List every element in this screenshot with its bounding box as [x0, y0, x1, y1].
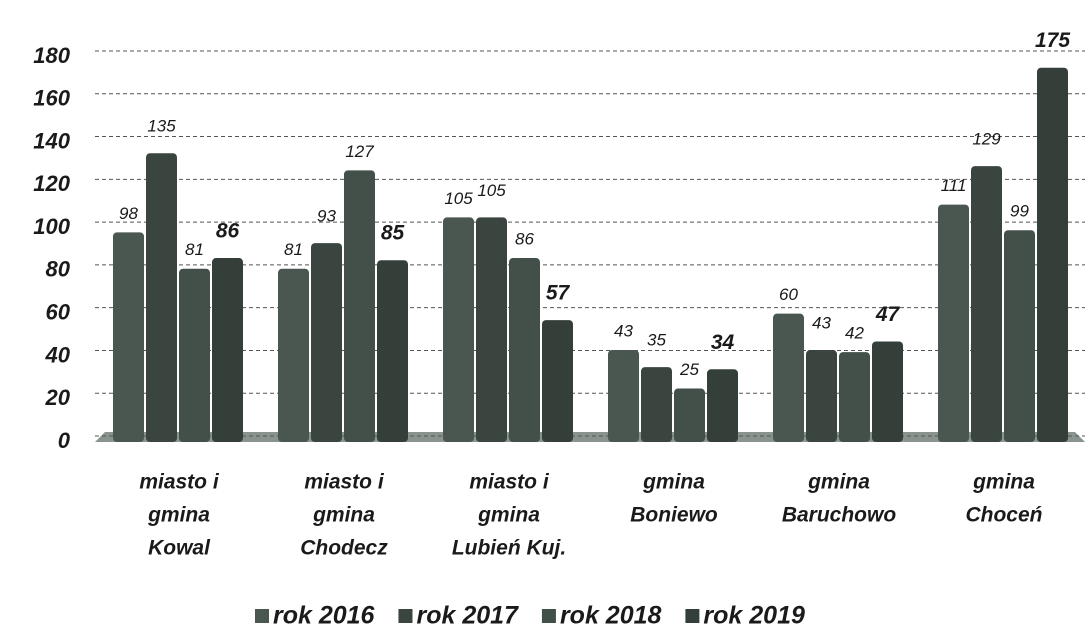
x-tick-label: gmina [807, 471, 870, 494]
x-tick-label: gmina [972, 471, 1035, 494]
bar [641, 367, 672, 442]
data-label: 25 [679, 360, 699, 379]
bar [872, 341, 903, 442]
y-tick-label: 20 [45, 385, 71, 410]
legend-swatch [255, 609, 269, 623]
legend-label: rok 2019 [703, 602, 805, 630]
legend-label: rok 2018 [560, 602, 662, 630]
x-tick-label: Kowal [148, 537, 211, 560]
bar [476, 217, 507, 442]
data-label: 81 [185, 240, 204, 259]
y-tick-label: 140 [33, 128, 70, 153]
bar [377, 260, 408, 442]
floor [95, 432, 1085, 442]
x-tick-label: gmina [312, 504, 375, 527]
data-label: 85 [381, 222, 405, 245]
bar [707, 369, 738, 442]
data-label: 105 [444, 189, 473, 208]
y-tick-label: 80 [46, 257, 71, 282]
x-tick-label: gmina [477, 504, 540, 527]
y-tick-label: 40 [45, 342, 71, 367]
bar [971, 166, 1002, 443]
data-label: 175 [1035, 29, 1070, 52]
data-label: 127 [345, 142, 374, 161]
bar [146, 153, 177, 442]
x-tick-label: miasto i [469, 471, 550, 494]
bar [938, 204, 969, 442]
bar [608, 350, 639, 442]
y-tick-label: 120 [33, 171, 70, 196]
bar [839, 352, 870, 442]
data-label: 99 [1010, 202, 1029, 221]
y-tick-label: 0 [58, 428, 71, 453]
x-tick-label: Boniewo [630, 504, 718, 527]
x-tick-label: Baruchowo [782, 504, 897, 527]
x-tick-label: gmina [147, 504, 210, 527]
x-tick-label: Choceń [965, 504, 1042, 527]
data-label: 135 [147, 117, 176, 136]
y-tick-label: 100 [33, 214, 70, 239]
data-label: 60 [779, 285, 798, 304]
bar [773, 313, 804, 442]
x-tick-label: miasto i [304, 471, 385, 494]
legend-label: rok 2017 [416, 602, 519, 630]
bar [278, 268, 309, 442]
data-label: 43 [812, 314, 831, 333]
data-label: 34 [711, 331, 735, 354]
bar [179, 268, 210, 442]
legend-swatch [685, 609, 700, 623]
bar [509, 258, 540, 442]
data-label: 42 [845, 324, 864, 343]
data-label: 86 [216, 220, 240, 243]
bar [113, 232, 144, 442]
bar [806, 350, 837, 442]
x-tick-label: Chodecz [300, 537, 388, 560]
bar [674, 388, 705, 442]
bar [212, 258, 243, 442]
bar [1004, 230, 1035, 442]
data-label: 57 [546, 282, 571, 305]
y-tick-label: 180 [33, 43, 70, 68]
bar [542, 320, 573, 442]
y-tick-label: 160 [33, 86, 70, 111]
y-tick-label: 60 [46, 299, 71, 324]
x-tick-label: gmina [642, 471, 705, 494]
legend-swatch [398, 609, 413, 623]
bar [1037, 67, 1068, 442]
data-label: 81 [284, 240, 303, 259]
legend-swatch [541, 609, 556, 623]
bar [443, 217, 474, 442]
data-label: 105 [477, 181, 506, 200]
data-label: 47 [875, 303, 901, 326]
data-label: 86 [515, 230, 534, 249]
x-tick-label: miasto i [139, 471, 220, 494]
bar [311, 243, 342, 442]
legend-label: rok 2016 [273, 602, 376, 630]
data-label: 129 [972, 130, 1001, 149]
x-tick-label: Lubień Kuj. [452, 537, 566, 560]
data-label: 93 [317, 207, 336, 226]
bar [344, 170, 375, 442]
data-label: 43 [614, 322, 633, 341]
data-label: 35 [647, 331, 666, 350]
data-label: 111 [941, 176, 967, 195]
data-label: 98 [119, 204, 138, 223]
